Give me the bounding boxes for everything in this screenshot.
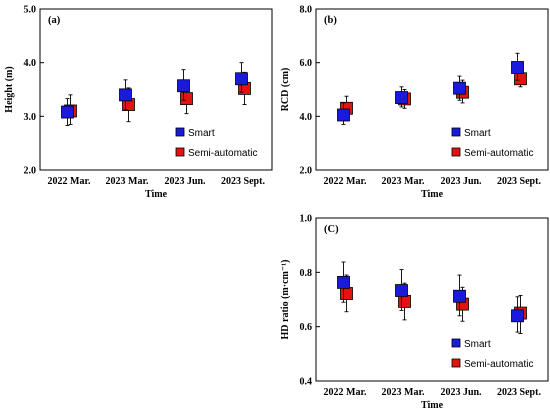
chart-panel-c: 0.4 0.6 0.8 1.0 2022 Mar. 2023 Mar. 2023 Jun. 2… (280, 214, 549, 411)
legend-label: Semi-automatic (464, 359, 533, 370)
legend-label: Semi-automatic (188, 148, 257, 159)
x-tick-label: 2023 Jun. (440, 387, 482, 398)
data-point-smart (337, 275, 350, 289)
y-tick-label: 4.0 (300, 112, 313, 123)
x-tick-label: 2023 Jun. (164, 176, 206, 187)
x-tick-label: 2023 Mar. (382, 387, 425, 398)
x-tick-label: 2023 Sept. (497, 387, 541, 398)
panel-label: (C) (324, 224, 339, 235)
x-tick-label: 2022 Mar. (324, 387, 367, 398)
legend-swatch (175, 147, 185, 157)
data-point-smart (511, 309, 524, 323)
data-point-semi-automatic (180, 92, 193, 106)
y-tick-label: 2.0 (24, 166, 37, 177)
x-tick-label: 2023 Sept. (221, 176, 265, 187)
y-tick-label: 3.0 (24, 112, 37, 123)
data-point-smart (235, 72, 248, 86)
legend-swatch (451, 338, 461, 348)
y-tick-label: 5.0 (24, 5, 37, 16)
data-point-smart (511, 61, 524, 74)
legend-swatch (451, 147, 461, 157)
data-point-smart (453, 81, 466, 95)
plot-frame (39, 8, 273, 171)
y-tick-label: 6.0 (300, 58, 313, 69)
x-tick-label: 2022 Mar. (48, 176, 91, 187)
y-tick-label: 0.4 (300, 377, 313, 388)
plot-frame (315, 217, 549, 382)
x-tick-label: 2023 Jun. (440, 176, 482, 187)
data-point-smart (119, 88, 132, 102)
legend-swatch (451, 358, 461, 368)
legend-label: Smart (464, 128, 491, 139)
data-point-semi-automatic (514, 72, 527, 86)
plot-frame (315, 8, 549, 171)
legend-swatch (175, 127, 185, 137)
legend-label: Smart (188, 128, 215, 139)
y-tick-label: 0.8 (300, 268, 313, 279)
legend-swatch (451, 127, 461, 137)
x-tick-label: 2023 Mar. (382, 176, 425, 187)
panel-label: (a) (48, 15, 61, 26)
data-point-smart (453, 289, 466, 303)
x-axis-title: Time (145, 189, 168, 200)
y-axis-title: HD ratio (m·cm⁻¹) (280, 260, 291, 340)
x-axis-title: Time (421, 189, 444, 200)
panel-label: (b) (324, 15, 337, 26)
y-tick-label: 4.0 (24, 58, 37, 69)
x-axis-title: Time (421, 400, 444, 411)
y-axis-title: RCD (cm) (280, 68, 291, 112)
y-tick-label: 2.0 (300, 166, 313, 177)
y-axis-title: Height (m) (4, 66, 15, 112)
data-point-smart (177, 79, 190, 93)
legend-label: Semi-automatic (464, 148, 533, 159)
y-tick-label: 1.0 (300, 214, 313, 225)
chart-panel-b: 2.0 4.0 6.0 8.0 2022 Mar. 2023 Mar. 2023 Jun. 2… (280, 5, 549, 200)
y-tick-label: 0.6 (300, 322, 313, 333)
chart-panel-a: 2.0 3.0 4.0 5.0 2022 Mar. 2023 Mar. 2023 Jun. 2… (4, 5, 273, 200)
x-tick-label: 2023 Mar. (106, 176, 149, 187)
data-point-semi-automatic (398, 295, 411, 308)
y-tick-label: 8.0 (300, 5, 313, 16)
data-point-smart (395, 91, 408, 104)
legend-label: Smart (464, 339, 491, 350)
data-point-semi-automatic (340, 287, 353, 300)
data-point-smart (337, 108, 350, 122)
data-point-smart (61, 105, 74, 119)
x-tick-label: 2023 Sept. (497, 176, 541, 187)
x-tick-label: 2022 Mar. (324, 176, 367, 187)
data-point-smart (395, 284, 408, 297)
